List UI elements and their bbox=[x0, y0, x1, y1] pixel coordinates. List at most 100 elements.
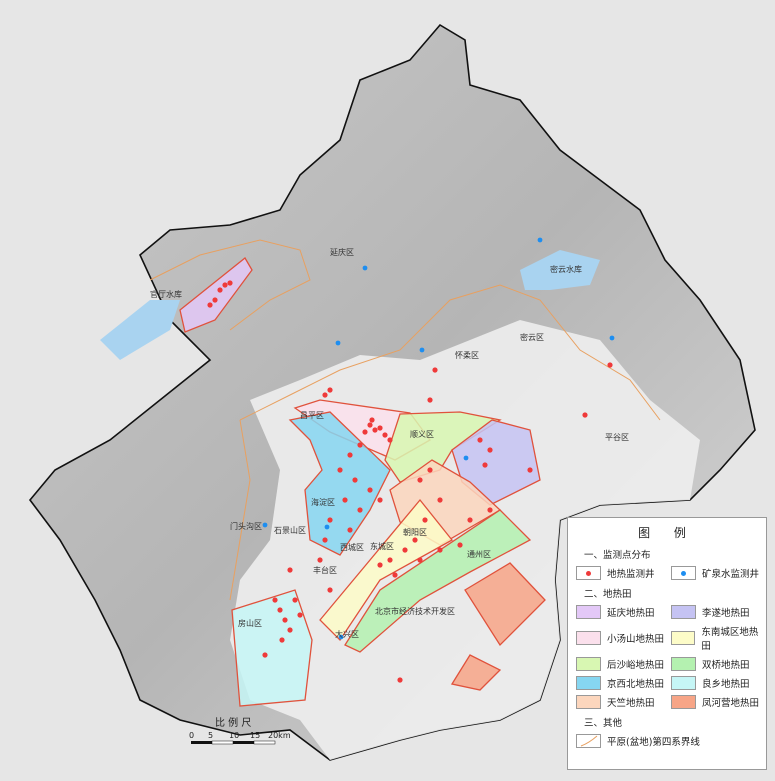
mineral-well-marker bbox=[463, 455, 469, 461]
geothermal-well-marker bbox=[367, 487, 373, 493]
geothermal-well-marker bbox=[427, 397, 433, 403]
label-shijingshan: 石景山区 bbox=[274, 525, 306, 535]
geothermal-well-marker bbox=[357, 442, 363, 448]
legend-field-item: 双桥地热田 bbox=[671, 657, 766, 671]
label-changping: 昌平区 bbox=[300, 411, 324, 420]
geothermal-well-marker bbox=[437, 497, 443, 503]
field-swatch bbox=[671, 605, 696, 619]
field-swatch bbox=[576, 605, 601, 619]
label-mentougou: 门头沟区 bbox=[230, 521, 262, 531]
geothermal-well-marker bbox=[457, 542, 463, 548]
line-swatch-icon bbox=[576, 734, 601, 748]
legend-field-item: 良乡地热田 bbox=[671, 676, 766, 690]
field-jingxibei bbox=[288, 411, 391, 556]
geothermal-well-marker bbox=[367, 422, 373, 428]
mineral-well-marker bbox=[335, 340, 341, 346]
geothermal-well-marker bbox=[279, 637, 285, 643]
legend-field-item: 延庆地热田 bbox=[576, 605, 671, 619]
mineral-well-marker bbox=[609, 335, 615, 341]
scale-tick: 0 bbox=[189, 731, 194, 740]
mineral-well-marker bbox=[362, 265, 368, 271]
geothermal-well-marker bbox=[377, 562, 383, 568]
geothermal-well-marker bbox=[392, 572, 398, 578]
place-labels: 延庆区 官厅水库 密云水库 怀柔区 密云区 平谷区 昌平区 顺义区 海淀区 门头… bbox=[150, 247, 629, 639]
geothermal-well-marker bbox=[272, 597, 278, 603]
legend-field-item: 后沙峪地热田 bbox=[576, 657, 671, 671]
blue-dot-icon bbox=[681, 570, 686, 576]
legend-field-item: 凤河营地热田 bbox=[671, 695, 766, 709]
geothermal-well-marker bbox=[382, 432, 388, 438]
scale-bar: 比 例 尺 0 5 10 15 20km bbox=[189, 716, 291, 745]
label-miyun-reservoir: 密云水库 bbox=[550, 264, 582, 274]
geothermal-well-marker bbox=[432, 367, 438, 373]
field-fengheying bbox=[464, 562, 546, 647]
mineral-well-marker bbox=[419, 347, 425, 353]
geothermal-well-marker bbox=[292, 597, 298, 603]
geothermal-well-marker bbox=[427, 467, 433, 473]
geothermal-well-marker bbox=[322, 392, 328, 398]
geothermal-well-marker bbox=[437, 547, 443, 553]
label-guanting: 官厅水库 bbox=[150, 289, 182, 299]
geothermal-well-marker bbox=[342, 497, 348, 503]
label-etdz: 北京市经济技术开发区 bbox=[375, 606, 455, 616]
red-dot-icon bbox=[586, 570, 591, 576]
geothermal-well-marker bbox=[377, 425, 383, 431]
label-fengtai: 丰台区 bbox=[313, 565, 337, 575]
geothermal-well-marker bbox=[402, 547, 408, 553]
field-swatch bbox=[576, 631, 601, 645]
label-daxing: 大兴区 bbox=[335, 629, 359, 639]
geothermal-well-marker bbox=[327, 387, 333, 393]
geothermal-well-marker bbox=[527, 467, 533, 473]
legend-quaternary-line: 平原(盆地)第四系界线 bbox=[576, 734, 766, 748]
geothermal-well-marker bbox=[227, 280, 233, 286]
legend-title: 图 例 bbox=[638, 526, 696, 540]
field-fengheying-south bbox=[450, 654, 502, 691]
geothermal-well-marker bbox=[262, 652, 268, 658]
legend-geothermal-well: 地热监测井 bbox=[576, 566, 671, 580]
geothermal-well-marker bbox=[357, 507, 363, 513]
field-swatch bbox=[671, 631, 696, 645]
legend-field-item: 天竺地热田 bbox=[576, 695, 671, 709]
scale-tick: 5 bbox=[208, 731, 213, 740]
geothermal-well-marker bbox=[297, 612, 303, 618]
mineral-well-marker bbox=[537, 237, 543, 243]
scale-tick: 15 bbox=[250, 731, 260, 740]
geothermal-well-marker bbox=[347, 452, 353, 458]
field-swatch bbox=[671, 657, 696, 671]
label-yanqing: 延庆区 bbox=[330, 247, 354, 257]
geothermal-well-marker bbox=[467, 517, 473, 523]
legend-section-other: 三、其他 bbox=[584, 718, 623, 729]
geothermal-well-marker bbox=[607, 362, 613, 368]
legend-field-item: 东南城区地热田 bbox=[671, 624, 766, 652]
geothermal-fields bbox=[179, 257, 546, 707]
monitoring-wells bbox=[207, 237, 615, 683]
geothermal-well-marker bbox=[387, 557, 393, 563]
geothermal-well-marker bbox=[372, 427, 378, 433]
label-shunyi: 顺义区 bbox=[410, 430, 434, 439]
geothermal-well-marker bbox=[422, 517, 428, 523]
geothermal-well-marker bbox=[377, 497, 383, 503]
field-dongnan-chengqu bbox=[319, 498, 453, 642]
geothermal-well-marker bbox=[322, 537, 328, 543]
field-yanqing bbox=[179, 257, 253, 333]
geothermal-well-marker bbox=[417, 557, 423, 563]
geothermal-well-marker bbox=[482, 462, 488, 468]
geothermal-well-marker bbox=[387, 437, 393, 443]
geothermal-well-marker bbox=[487, 447, 493, 453]
geothermal-well-marker bbox=[412, 537, 418, 543]
field-swatch bbox=[576, 695, 601, 709]
label-tongzhou: 通州区 bbox=[467, 549, 491, 559]
legend-field-item: 李遂地热田 bbox=[671, 605, 766, 619]
field-swatch bbox=[576, 676, 601, 690]
geothermal-well-marker bbox=[317, 557, 323, 563]
label-fangshan: 房山区 bbox=[238, 618, 262, 628]
geothermal-well-marker bbox=[327, 587, 333, 593]
label-dongcheng: 东城区 bbox=[370, 541, 394, 551]
legend-field-item: 小汤山地热田 bbox=[576, 624, 671, 652]
geothermal-well-marker bbox=[397, 677, 403, 683]
label-huairou: 怀柔区 bbox=[455, 350, 479, 360]
field-shuangqiao bbox=[344, 509, 532, 653]
legend-section-wells: 一、监测点分布 bbox=[584, 550, 651, 561]
label-xicheng: 西城区 bbox=[340, 543, 364, 552]
